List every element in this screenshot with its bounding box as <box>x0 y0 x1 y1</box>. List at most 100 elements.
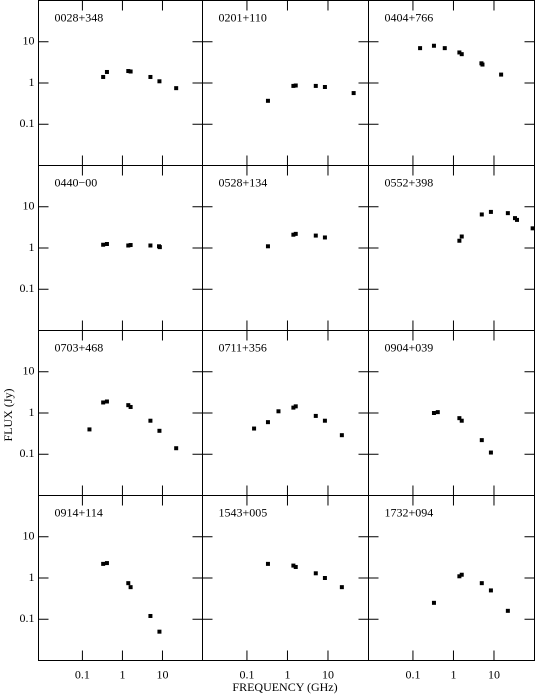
data-point <box>459 234 464 239</box>
data-point <box>252 426 257 431</box>
panel-frame <box>38 495 203 661</box>
panel-title: 1543+005 <box>219 505 268 519</box>
panel-frame <box>202 165 369 331</box>
data-point <box>104 242 109 247</box>
data-point <box>459 572 464 577</box>
y-tick-label: 0.1 <box>20 446 35 460</box>
data-point <box>265 420 270 425</box>
panel-title: 0904+039 <box>385 340 434 354</box>
y-tick-label: 0.1 <box>20 611 35 625</box>
data-point <box>431 600 436 605</box>
y-tick-label: 0.1 <box>20 116 35 130</box>
panel-title: 0028+348 <box>55 10 104 24</box>
y-tick-label: 10 <box>23 34 35 48</box>
data-point <box>148 418 153 423</box>
data-point <box>488 450 493 455</box>
data-point <box>431 411 436 415</box>
data-point <box>479 212 484 217</box>
data-point <box>265 561 270 566</box>
data-point <box>148 74 153 79</box>
x-tick-label: 0.1 <box>405 667 420 681</box>
data-point <box>322 576 327 580</box>
data-point <box>293 564 298 569</box>
data-point <box>293 404 298 409</box>
data-point <box>104 561 109 566</box>
data-point <box>313 83 318 88</box>
data-point <box>515 217 520 222</box>
data-point <box>148 243 153 248</box>
data-point <box>418 46 423 51</box>
y-tick-label: 10 <box>23 199 35 213</box>
panel-frame <box>368 0 535 166</box>
panel-title: 0528+134 <box>219 175 268 189</box>
data-point <box>126 69 131 74</box>
data-point <box>265 244 270 249</box>
data-point <box>101 74 106 79</box>
panel-title: 0914+114 <box>55 505 103 519</box>
data-point <box>512 216 517 221</box>
data-point <box>313 233 318 238</box>
data-point <box>459 418 464 423</box>
y-tick-label: 1 <box>29 75 35 89</box>
y-tick-label: 0.1 <box>20 281 35 295</box>
panel-title: 0552+398 <box>385 175 434 189</box>
data-point <box>313 413 318 418</box>
data-point <box>104 69 109 74</box>
data-point <box>431 43 436 48</box>
data-point <box>442 46 447 51</box>
data-point <box>157 428 162 433</box>
data-point <box>351 91 356 96</box>
data-point <box>291 563 296 568</box>
data-point <box>480 62 485 67</box>
data-point <box>293 83 298 88</box>
panel-frame <box>368 330 535 496</box>
data-point <box>126 581 131 586</box>
y-tick-label: 1 <box>29 405 35 419</box>
y-tick-label: 1 <box>29 240 35 254</box>
data-point <box>157 79 162 84</box>
data-point <box>322 418 327 423</box>
data-point <box>293 231 298 236</box>
y-tick-label: 1 <box>29 570 35 584</box>
panel-frame <box>368 495 535 661</box>
data-point <box>126 243 131 248</box>
data-point <box>128 585 133 590</box>
data-point <box>104 399 109 404</box>
data-point <box>128 404 133 409</box>
data-point <box>157 245 162 250</box>
panel-frame <box>368 165 535 331</box>
data-point <box>488 588 493 593</box>
panel-title: 0711+356 <box>219 340 267 354</box>
panel-frame <box>38 330 203 496</box>
data-point <box>148 613 153 618</box>
data-point <box>457 238 462 243</box>
data-point <box>505 211 510 216</box>
data-point <box>276 409 281 414</box>
panel-frame <box>38 0 203 166</box>
data-point <box>128 243 133 248</box>
data-point <box>174 86 179 91</box>
data-point <box>322 235 327 240</box>
data-point <box>322 84 327 89</box>
data-point <box>291 83 296 88</box>
panel-frame <box>202 0 369 166</box>
x-tick-label: 1 <box>119 667 125 681</box>
x-axis-label: FREQUENCY (GHz) <box>232 680 337 694</box>
data-point <box>457 416 462 421</box>
data-point <box>291 405 296 410</box>
y-axis-label: FLUX (Jy) <box>1 388 15 441</box>
data-point <box>530 226 535 231</box>
panel-frame <box>202 330 369 496</box>
data-point <box>435 410 440 415</box>
data-point <box>339 585 344 590</box>
panel-title: 1732+094 <box>385 505 434 519</box>
panel-title: 0201+110 <box>219 10 267 24</box>
data-point <box>101 242 106 247</box>
x-tick-label: 0.1 <box>239 667 254 681</box>
x-tick-label: 10 <box>322 667 334 681</box>
data-point <box>291 232 296 237</box>
data-point <box>128 69 133 74</box>
x-tick-label: 10 <box>156 667 168 681</box>
data-point <box>157 629 162 634</box>
